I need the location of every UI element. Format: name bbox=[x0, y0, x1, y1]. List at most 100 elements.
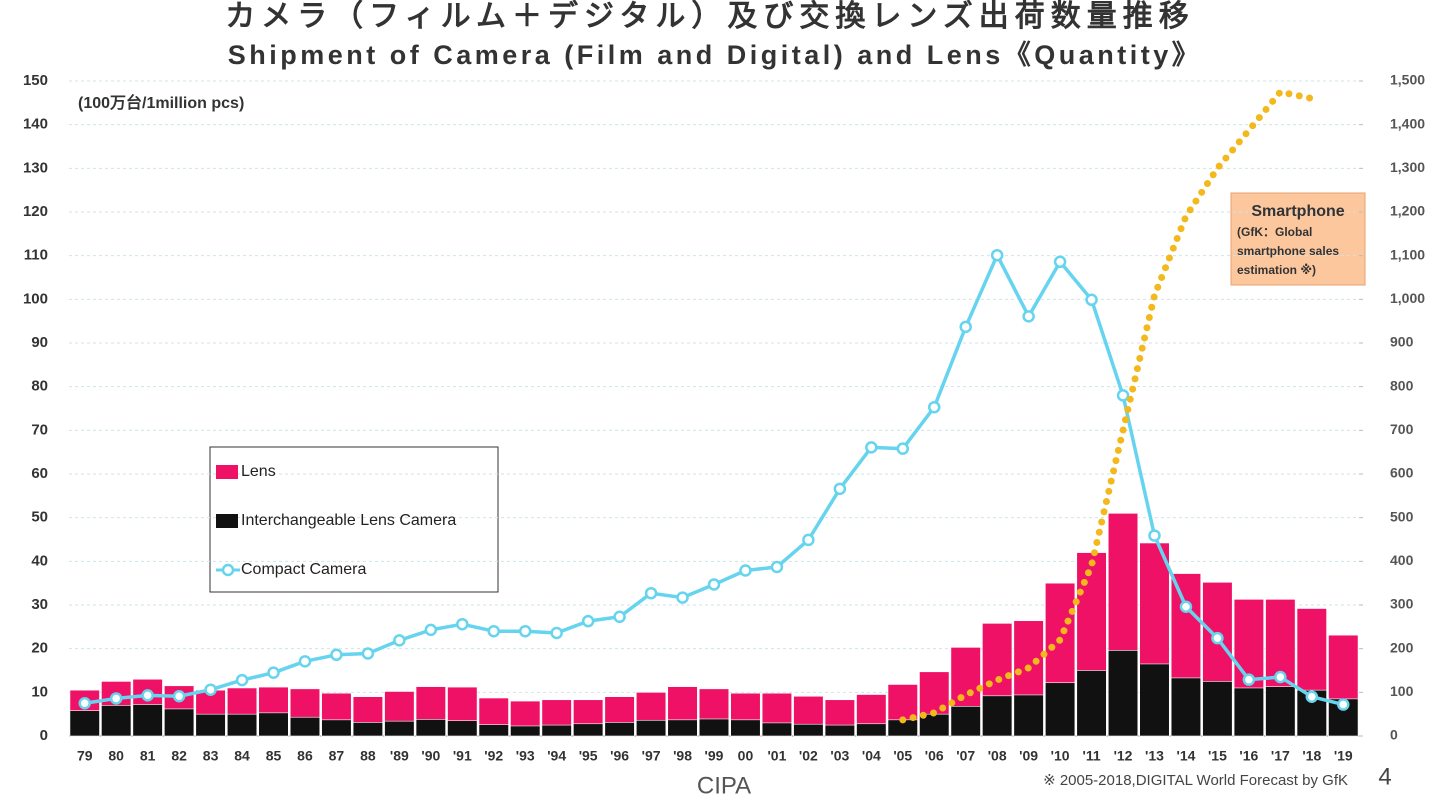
bar bbox=[730, 719, 761, 737]
legend-label: Lens bbox=[241, 463, 276, 480]
x-tick-label: '92 bbox=[484, 748, 503, 764]
y-tick-label: 0 bbox=[40, 727, 48, 744]
y2-tick-label: 1,000 bbox=[1390, 290, 1425, 306]
footnote: ※ 2005-2018,DIGITAL World Forecast by Gf… bbox=[1043, 772, 1348, 789]
dotted-line bbox=[899, 88, 1316, 724]
line-marker bbox=[1022, 310, 1035, 323]
line-marker bbox=[1179, 600, 1193, 613]
line-marker bbox=[172, 690, 186, 703]
x-tick-label: '89 bbox=[390, 748, 409, 764]
line-marker bbox=[456, 617, 469, 631]
bar bbox=[982, 695, 1013, 737]
bar bbox=[352, 722, 383, 737]
line-marker bbox=[707, 578, 721, 591]
line-marker bbox=[141, 689, 154, 702]
line-marker bbox=[204, 683, 217, 696]
line-marker bbox=[298, 655, 312, 668]
bar bbox=[667, 719, 698, 737]
line-marker bbox=[613, 610, 626, 624]
y2-tick-label: 800 bbox=[1390, 377, 1414, 393]
smartphone-note: estimation ※) bbox=[1237, 263, 1316, 277]
line-marker bbox=[424, 623, 438, 637]
y-tick-label: 10 bbox=[31, 683, 48, 700]
smartphone-box bbox=[1230, 192, 1366, 286]
bar bbox=[824, 724, 855, 737]
line-marker bbox=[109, 692, 123, 705]
bar bbox=[132, 704, 163, 737]
y2-tick-label: 600 bbox=[1390, 465, 1414, 481]
x-tick-label: '15 bbox=[1208, 748, 1227, 764]
line-marker bbox=[1116, 389, 1130, 402]
y2-tick-label: 1,200 bbox=[1390, 203, 1425, 219]
x-tick-label: '93 bbox=[516, 748, 535, 764]
x-tick-label: '10 bbox=[1051, 748, 1070, 764]
chart-title: カメラ（フィルム＋デジタル）及び交換レンズ出荷数量推移 bbox=[225, 0, 1195, 33]
bar bbox=[950, 706, 981, 737]
bar bbox=[1045, 682, 1076, 737]
bar bbox=[1107, 650, 1139, 737]
bar bbox=[541, 724, 572, 737]
bar bbox=[384, 720, 415, 737]
bar bbox=[1139, 663, 1170, 737]
bar bbox=[604, 722, 635, 737]
y-tick-label: 140 bbox=[23, 116, 48, 133]
bar bbox=[1076, 670, 1107, 737]
x-tick-label: '11 bbox=[1082, 748, 1100, 764]
x-tick-label: '17 bbox=[1271, 748, 1290, 764]
x-tick-label: '02 bbox=[799, 748, 818, 764]
bar bbox=[761, 722, 793, 737]
bar bbox=[1328, 698, 1359, 737]
y2-tick-label: 100 bbox=[1390, 683, 1414, 699]
line-marker bbox=[78, 697, 91, 710]
line-marker bbox=[1337, 698, 1350, 711]
bar bbox=[1013, 694, 1044, 737]
line-marker bbox=[896, 442, 910, 455]
line-marker bbox=[267, 666, 280, 679]
bar bbox=[258, 712, 289, 737]
x-tick-label: 82 bbox=[171, 748, 187, 764]
line-marker bbox=[1085, 293, 1098, 307]
x-tick-label: '18 bbox=[1302, 748, 1321, 764]
x-tick-label: '97 bbox=[642, 748, 661, 764]
y-tick-label: 150 bbox=[23, 72, 48, 89]
bar bbox=[510, 725, 541, 737]
x-tick-label: 87 bbox=[329, 748, 345, 764]
x-tick-label: 85 bbox=[266, 748, 282, 764]
x-tick-label: '05 bbox=[893, 748, 912, 764]
line-marker bbox=[676, 591, 689, 604]
bar bbox=[793, 723, 824, 737]
bar bbox=[195, 713, 226, 737]
y2-tick-label: 1,300 bbox=[1390, 159, 1425, 175]
line-marker bbox=[959, 320, 972, 334]
bar bbox=[1202, 681, 1233, 737]
line-marker bbox=[235, 673, 249, 687]
x-tick-label: 80 bbox=[108, 748, 124, 764]
line-marker bbox=[833, 482, 847, 496]
x-tick-label: '14 bbox=[1176, 748, 1195, 764]
y-tick-label: 60 bbox=[31, 465, 48, 482]
bar bbox=[856, 723, 887, 737]
y-tick-label: 80 bbox=[31, 378, 48, 395]
bar bbox=[101, 705, 132, 737]
x-tick-label: 81 bbox=[140, 748, 156, 764]
y-tick-label: 50 bbox=[31, 509, 48, 526]
bar bbox=[226, 713, 258, 737]
bar bbox=[69, 710, 100, 737]
smartphone-note: smartphone sales bbox=[1237, 244, 1339, 258]
y2-tick-label: 500 bbox=[1390, 508, 1414, 524]
line-marker bbox=[330, 648, 343, 662]
y-tick-label: 40 bbox=[31, 552, 48, 569]
line-marker bbox=[581, 614, 595, 628]
smartphone-label: Smartphone bbox=[1251, 203, 1344, 220]
x-tick-label: '98 bbox=[673, 748, 692, 764]
y2-tick-label: 400 bbox=[1390, 552, 1414, 568]
bar bbox=[447, 720, 478, 737]
x-tick-label: '03 bbox=[830, 748, 849, 764]
line-marker bbox=[1211, 631, 1224, 645]
x-tick-label: '19 bbox=[1334, 748, 1353, 764]
y-tick-label: 90 bbox=[31, 334, 48, 351]
y2-tick-label: 1,500 bbox=[1390, 72, 1425, 88]
x-tick-label: '09 bbox=[1019, 748, 1038, 764]
legend-box bbox=[209, 446, 499, 593]
x-tick-label: '91 bbox=[453, 748, 472, 764]
